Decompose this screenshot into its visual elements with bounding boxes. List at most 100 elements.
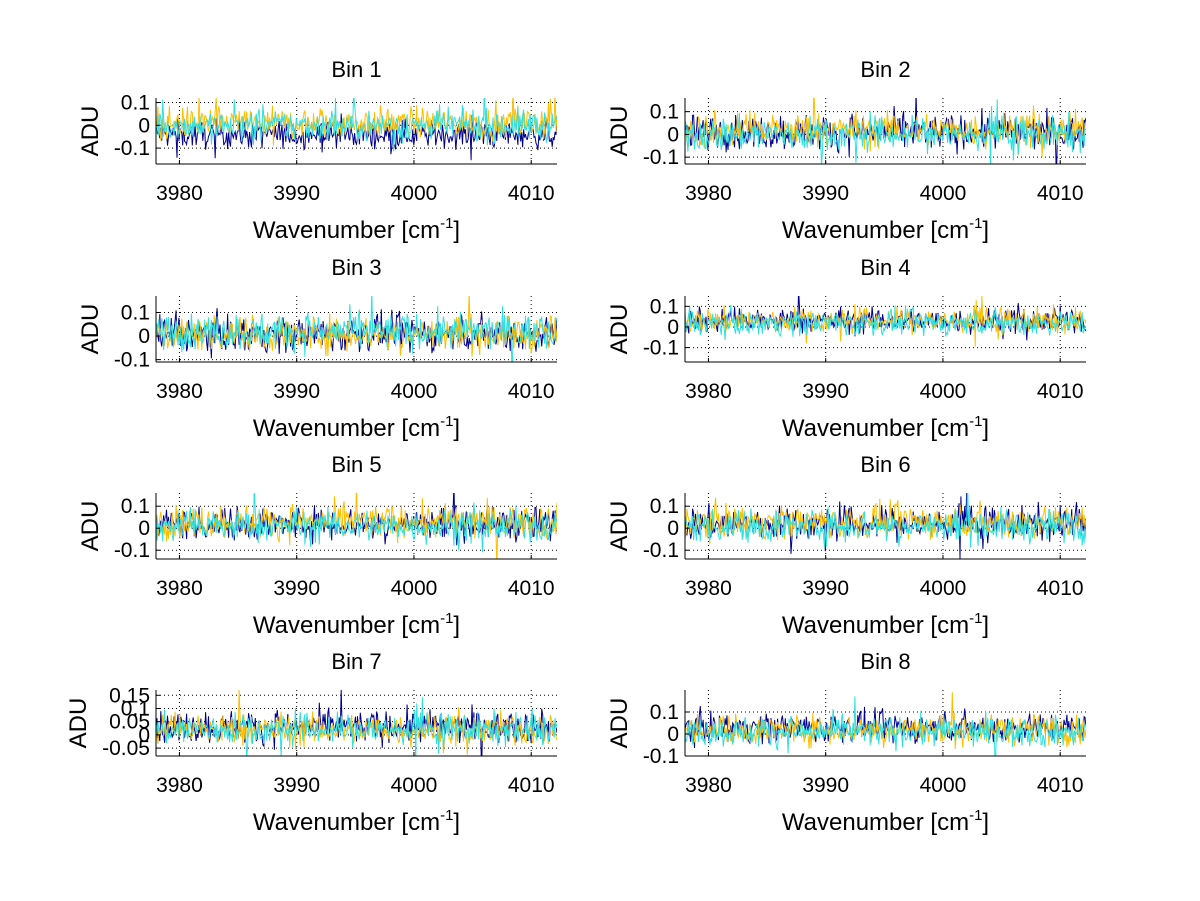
y-axis-label: ADU	[606, 304, 633, 355]
y-tick-label: -0.1	[114, 349, 150, 372]
x-tick-label: 4010	[1037, 380, 1084, 403]
subplot-title: Bin 1	[331, 57, 381, 82]
x-tick-label: 4010	[508, 182, 555, 205]
y-tick-label: 0	[667, 723, 679, 746]
x-tick-label: 4010	[508, 577, 555, 600]
x-tick-label: 4000	[920, 577, 967, 600]
x-tick-label: 3990	[802, 774, 849, 797]
subplot-bin-8: 3980 3990 4000 4010 -0.100.1 Bin 8 Wavenumber …	[606, 649, 1086, 836]
subplot-title: Bin 8	[860, 649, 910, 674]
y-tick-label: 0	[138, 724, 150, 747]
x-tick-label: 3980	[685, 577, 732, 600]
series-line-3	[685, 493, 1086, 548]
series-line-2	[156, 296, 557, 357]
y-tick-label: -0.1	[643, 745, 679, 768]
x-tick-label: 4000	[391, 774, 438, 797]
x-tick-label: 3980	[685, 380, 732, 403]
series-line-3	[685, 99, 1086, 164]
x-tick-label: 3990	[273, 774, 320, 797]
y-axis-label: ADU	[77, 501, 104, 552]
y-tick-label: -0.1	[114, 539, 150, 562]
subplot-bin-6: 3980 3990 4000 4010 -0.100.1 Bin 6 Wavenumber …	[606, 452, 1086, 639]
y-tick-label: 0.1	[121, 697, 150, 720]
series-line-3	[156, 493, 557, 553]
x-tick-label: 4000	[391, 577, 438, 600]
x-tick-label: 4010	[508, 380, 555, 403]
y-tick-label: -0.1	[114, 137, 150, 160]
subplot-title: Bin 7	[331, 649, 381, 674]
x-tick-label: 4000	[920, 380, 967, 403]
x-axis-label: Wavenumber [cm-1]	[253, 413, 460, 442]
x-tick-label: 3990	[273, 577, 320, 600]
y-tick-label: 0	[138, 325, 150, 348]
y-tick-label: 0.1	[650, 495, 679, 518]
x-tick-label: 4010	[1037, 182, 1084, 205]
y-axis-label: ADU	[606, 698, 633, 749]
x-axis-label: Wavenumber [cm-1]	[782, 807, 989, 836]
x-tick-label: 4000	[391, 380, 438, 403]
x-axis-label: Wavenumber [cm-1]	[253, 610, 460, 639]
subplot-title: Bin 5	[331, 452, 381, 477]
series-line-3	[156, 296, 557, 362]
subplot-title: Bin 3	[331, 255, 381, 280]
x-tick-label: 3980	[156, 380, 203, 403]
x-axis-label: Wavenumber [cm-1]	[253, 215, 460, 244]
x-tick-label: 3990	[802, 380, 849, 403]
series-line-3	[685, 696, 1086, 756]
x-tick-label: 3980	[156, 774, 203, 797]
series-line-3	[156, 98, 557, 152]
y-tick-label: 0.1	[650, 295, 679, 318]
series-line-3	[685, 304, 1086, 341]
x-tick-label: 3980	[156, 577, 203, 600]
x-tick-label: 3990	[273, 380, 320, 403]
series-line-2	[685, 98, 1086, 157]
x-tick-label: 4000	[920, 182, 967, 205]
y-tick-label: 0	[667, 316, 679, 339]
x-tick-label: 4000	[920, 774, 967, 797]
y-tick-label: -0.1	[643, 539, 679, 562]
y-axis-label: ADU	[606, 106, 633, 157]
subplot-bin-1: 3980 3990 4000 4010 -0.100.1 Bin 1 Wavenumber …	[77, 57, 557, 244]
y-axis-label: ADU	[65, 698, 92, 749]
x-tick-label: 3990	[273, 182, 320, 205]
y-tick-label: -0.1	[643, 337, 679, 360]
subplot-title: Bin 4	[860, 255, 910, 280]
series-line-1	[685, 296, 1086, 341]
x-tick-label: 3980	[685, 774, 732, 797]
series-line-2	[156, 493, 557, 559]
x-axis-label: Wavenumber [cm-1]	[253, 807, 460, 836]
y-tick-label: 0.1	[121, 302, 150, 325]
x-tick-label: 3980	[156, 182, 203, 205]
subplot-bin-5: 3980 3990 4000 4010 -0.100.1 Bin 5 Wavenumber …	[77, 452, 557, 639]
y-tick-label: 0	[667, 123, 679, 146]
subplot-bin-3: 3980 3990 4000 4010 -0.100.1 Bin 3 Wavenumber …	[77, 255, 557, 442]
y-axis-label: ADU	[77, 106, 104, 157]
x-axis-label: Wavenumber [cm-1]	[782, 413, 989, 442]
y-tick-label: 0.1	[650, 101, 679, 124]
subplot-title: Bin 2	[860, 57, 910, 82]
y-tick-label: 0	[667, 517, 679, 540]
y-tick-label: 0.1	[121, 92, 150, 115]
x-axis-label: Wavenumber [cm-1]	[782, 610, 989, 639]
x-axis-label: Wavenumber [cm-1]	[782, 215, 989, 244]
series-line-1	[685, 705, 1086, 749]
x-tick-label: 4010	[508, 774, 555, 797]
y-tick-label: 0	[138, 114, 150, 137]
y-axis-label: ADU	[606, 501, 633, 552]
x-tick-label: 4010	[1037, 774, 1084, 797]
x-tick-label: 3980	[685, 182, 732, 205]
x-tick-label: 4000	[391, 182, 438, 205]
y-tick-label: 0.1	[650, 701, 679, 724]
x-tick-label: 4010	[1037, 577, 1084, 600]
y-tick-label: 0.15	[109, 684, 150, 707]
subplot-bin-4: 3980 3990 4000 4010 -0.100.1 Bin 4 Wavenumber …	[606, 255, 1086, 442]
y-axis-label: ADU	[77, 304, 104, 355]
y-tick-label: -0.05	[102, 737, 150, 760]
series-line-2	[685, 296, 1086, 347]
subplot-title: Bin 6	[860, 452, 910, 477]
x-tick-label: 3990	[802, 182, 849, 205]
subplot-bin-2: 3980 3990 4000 4010 -0.100.1 Bin 2 Wavenumber …	[606, 57, 1086, 244]
series-line-3	[156, 697, 557, 756]
